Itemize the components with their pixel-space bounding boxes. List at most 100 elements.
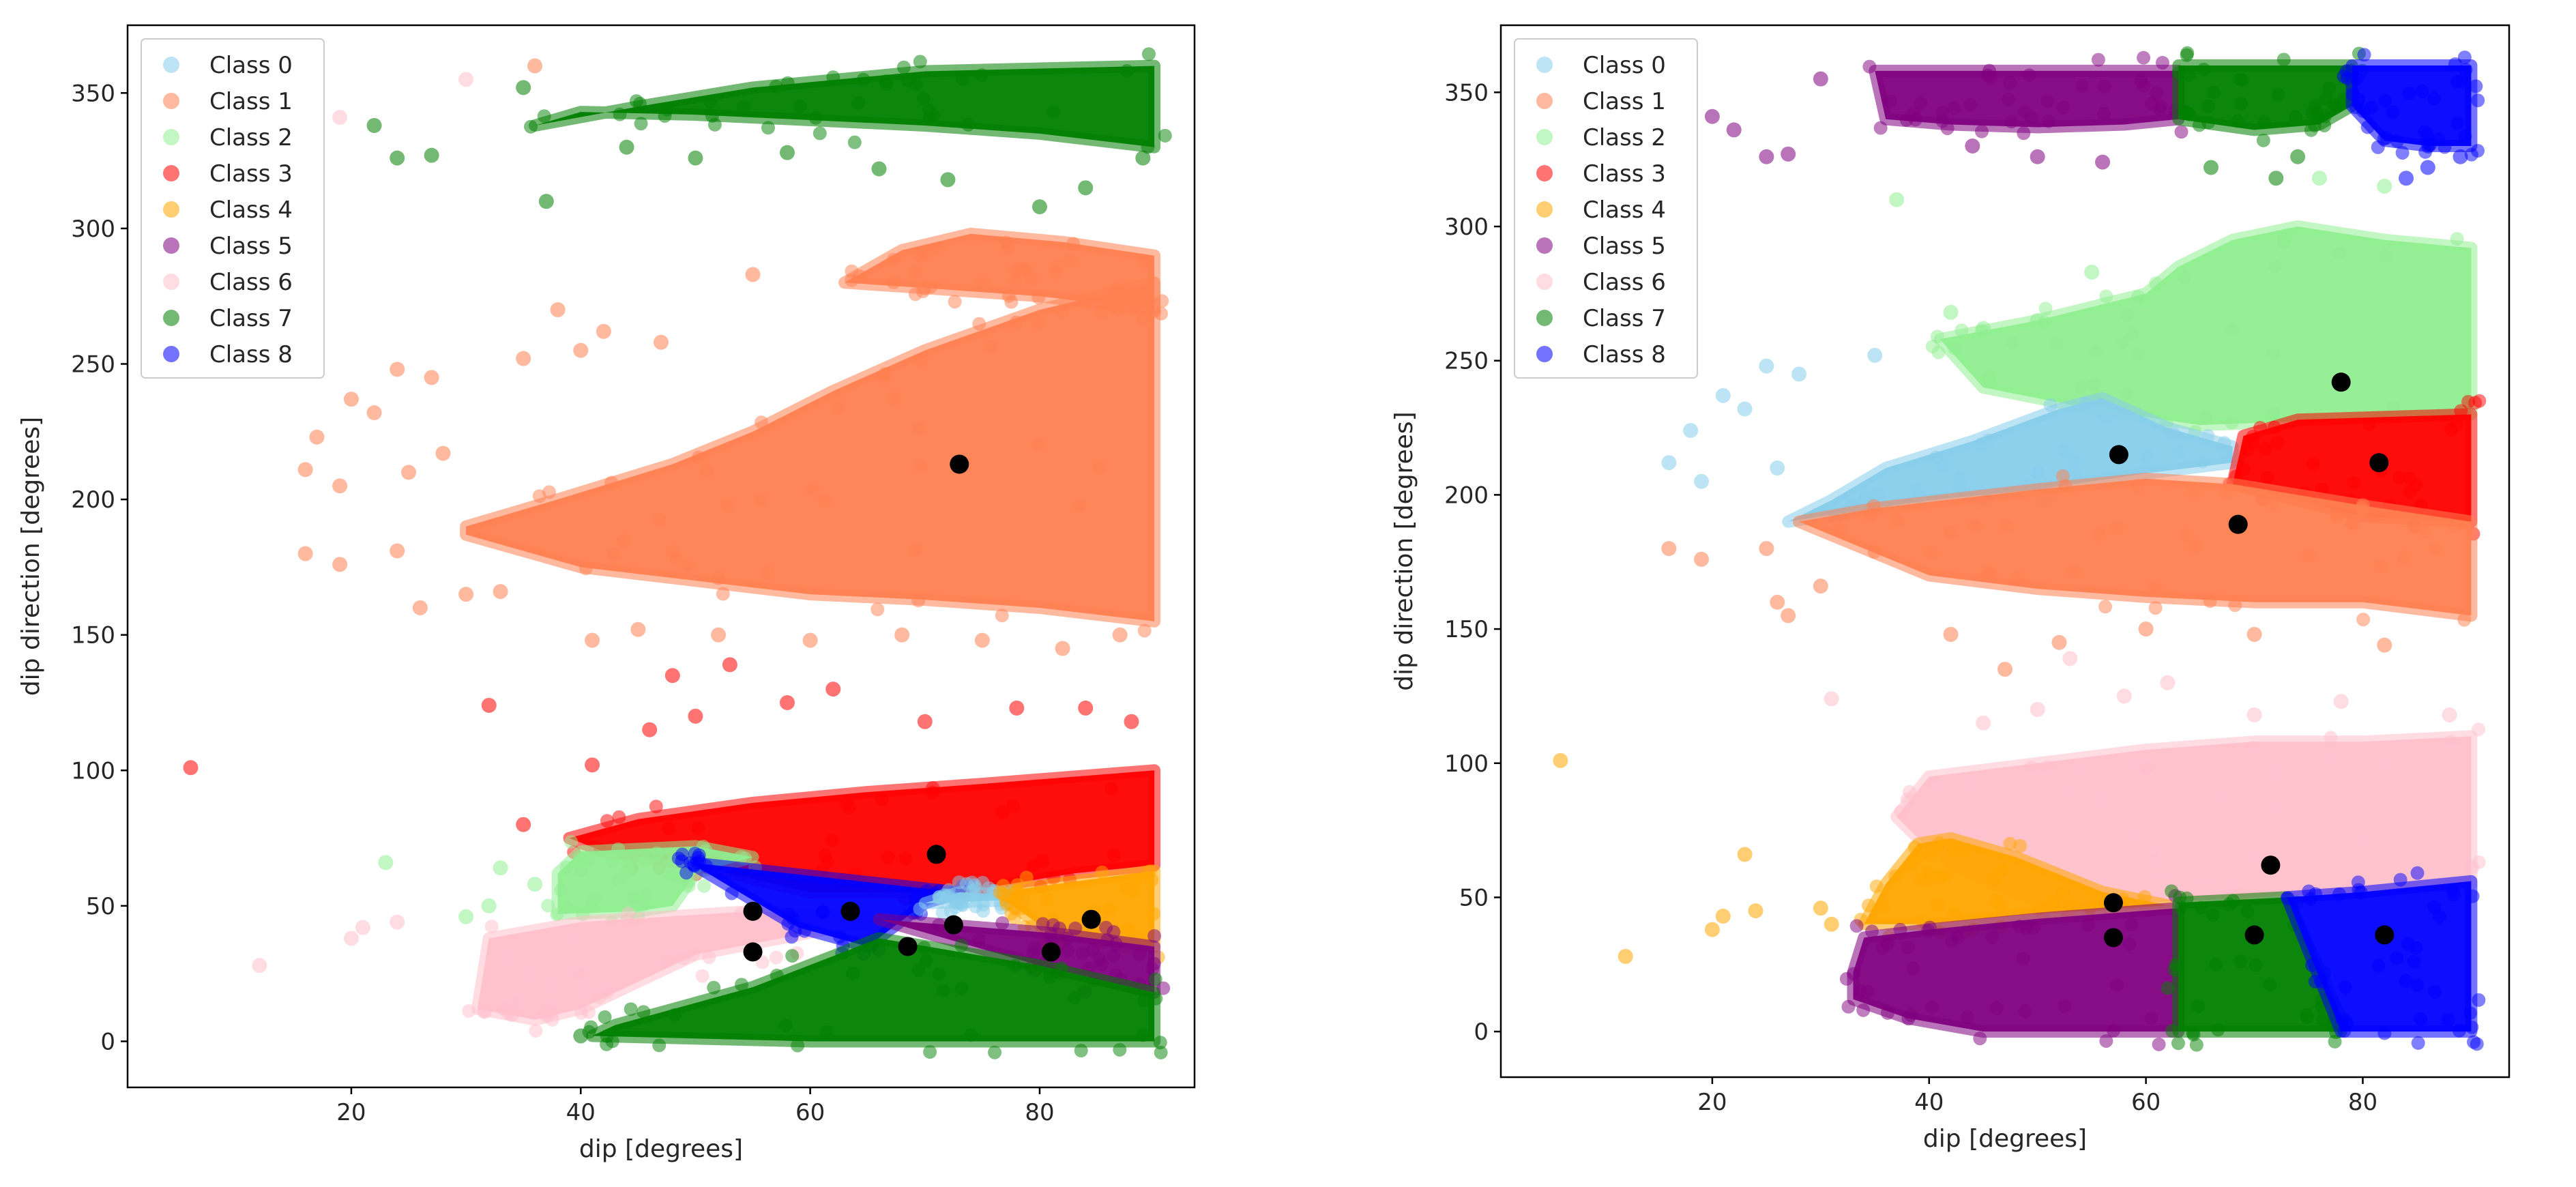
class-5-point [1106, 948, 1120, 963]
class-1-point [2302, 548, 2316, 563]
class-7-point [619, 139, 634, 155]
class-1-point [1015, 263, 1029, 277]
class-2-point [2266, 347, 2281, 361]
class-3-point [825, 682, 841, 697]
class-7-point [922, 103, 936, 117]
class-1-point [1759, 541, 1774, 557]
class-1-point [2356, 613, 2371, 627]
centroid-point [950, 454, 969, 474]
class-3-point [875, 793, 889, 807]
class-7-point [2206, 85, 2221, 100]
legend-marker [163, 165, 179, 181]
class-1-point [606, 547, 621, 561]
class-2-point [611, 842, 626, 856]
class-1-point [604, 475, 619, 490]
class-7-point [632, 96, 647, 111]
legend-box [1514, 38, 1698, 379]
class-6-point [2245, 741, 2259, 755]
legend-marker [163, 346, 179, 362]
class-5-point [1060, 943, 1074, 958]
class-1-point [886, 252, 901, 267]
class-8-point [2357, 48, 2371, 62]
class-5-point [1075, 946, 1089, 961]
class-2-point [560, 900, 574, 915]
class-8-point [2427, 984, 2442, 999]
class-2-point [584, 899, 598, 913]
class-6-point [2226, 881, 2240, 896]
class-2-point [554, 883, 568, 897]
class-3-point [688, 708, 703, 724]
class-3-point [2240, 443, 2255, 457]
legend-entry: Class 0 [209, 52, 293, 79]
class-8-point [2371, 140, 2385, 154]
class-5-point [2106, 1023, 2120, 1038]
x-tick-label: 20 [336, 1099, 366, 1126]
class-5-point [2099, 1034, 2113, 1048]
class-5-point [1873, 121, 1888, 135]
class-5-point [2018, 1004, 2032, 1019]
class-1-point [2373, 559, 2388, 574]
class-4-point [1824, 916, 1839, 932]
class-4-point [1869, 879, 1884, 894]
class-5-point [2152, 1037, 2166, 1051]
centroid-point [2261, 855, 2281, 875]
legend-entry: Class 7 [1583, 305, 1666, 332]
centroid-point [1081, 909, 1101, 929]
class-7-point [1137, 993, 1152, 1008]
class-2-point [604, 854, 619, 868]
class-6-point [769, 950, 783, 965]
legend-entry: Class 2 [209, 124, 293, 151]
legend-marker [1536, 93, 1553, 109]
legend-entry: Class 6 [1583, 269, 1666, 296]
class-1-point [818, 494, 832, 508]
class-7-point [975, 68, 989, 83]
class-7-point [2182, 107, 2196, 121]
centroid-point [943, 915, 963, 935]
class-2-point [2450, 232, 2464, 246]
class-1-point [2092, 527, 2106, 542]
class-2-point [2038, 302, 2053, 316]
class-4-point [1921, 865, 1935, 879]
class-0-point [2139, 452, 2154, 466]
class-8-point [832, 930, 847, 944]
class-0-point [1867, 347, 1883, 363]
class-7-point [2189, 1038, 2204, 1052]
class-8-point [2350, 71, 2365, 85]
class-8-point [2402, 86, 2416, 100]
class-7-point [1074, 1044, 1088, 1058]
class-7-point [634, 117, 648, 131]
legend-marker [1536, 237, 1553, 254]
x-tick-label: 20 [1697, 1089, 1727, 1116]
class-5-point [2058, 999, 2072, 1014]
class-1-point [1136, 312, 1150, 327]
class-6-point [2472, 722, 2486, 737]
class-6-point [600, 985, 615, 999]
class-5-point [2081, 918, 2096, 932]
class-7-point [1136, 1028, 1150, 1042]
centroid-point [2369, 453, 2389, 473]
class-4-point [1553, 752, 1568, 768]
class-8-point [2338, 980, 2352, 994]
class-5-point [931, 918, 946, 933]
class-6-point [1968, 825, 1982, 839]
class-1-point [435, 445, 451, 461]
class-2-point [2225, 322, 2239, 336]
class-6-point [2465, 860, 2480, 875]
class-5-point [2097, 106, 2111, 121]
class-7-point [2307, 118, 2322, 132]
class-6-point [2062, 651, 2078, 666]
class-1-point [493, 584, 508, 600]
class-7-point [707, 117, 722, 132]
class-1-point [1813, 578, 1828, 594]
class-5-point [1107, 925, 1121, 939]
class-0-point [2043, 398, 2058, 412]
class-2-point [493, 860, 508, 876]
class-7-point [1154, 1045, 1168, 1059]
class-5-point [2137, 78, 2151, 93]
class-8-point [2386, 105, 2400, 119]
class-1-point [1137, 624, 1152, 638]
class-0-point [965, 875, 979, 890]
class-4-point [2056, 885, 2070, 899]
class-5-point [1925, 1000, 1940, 1014]
class-1-point [1055, 641, 1070, 656]
